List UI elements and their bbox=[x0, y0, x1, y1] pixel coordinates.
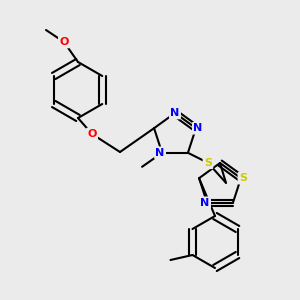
Text: S: S bbox=[204, 158, 212, 168]
Text: N: N bbox=[193, 123, 203, 133]
Text: O: O bbox=[59, 37, 69, 47]
Text: O: O bbox=[87, 129, 97, 139]
Text: N: N bbox=[155, 148, 165, 158]
Text: N: N bbox=[170, 108, 180, 118]
Text: S: S bbox=[239, 173, 247, 183]
Text: N: N bbox=[200, 198, 210, 208]
